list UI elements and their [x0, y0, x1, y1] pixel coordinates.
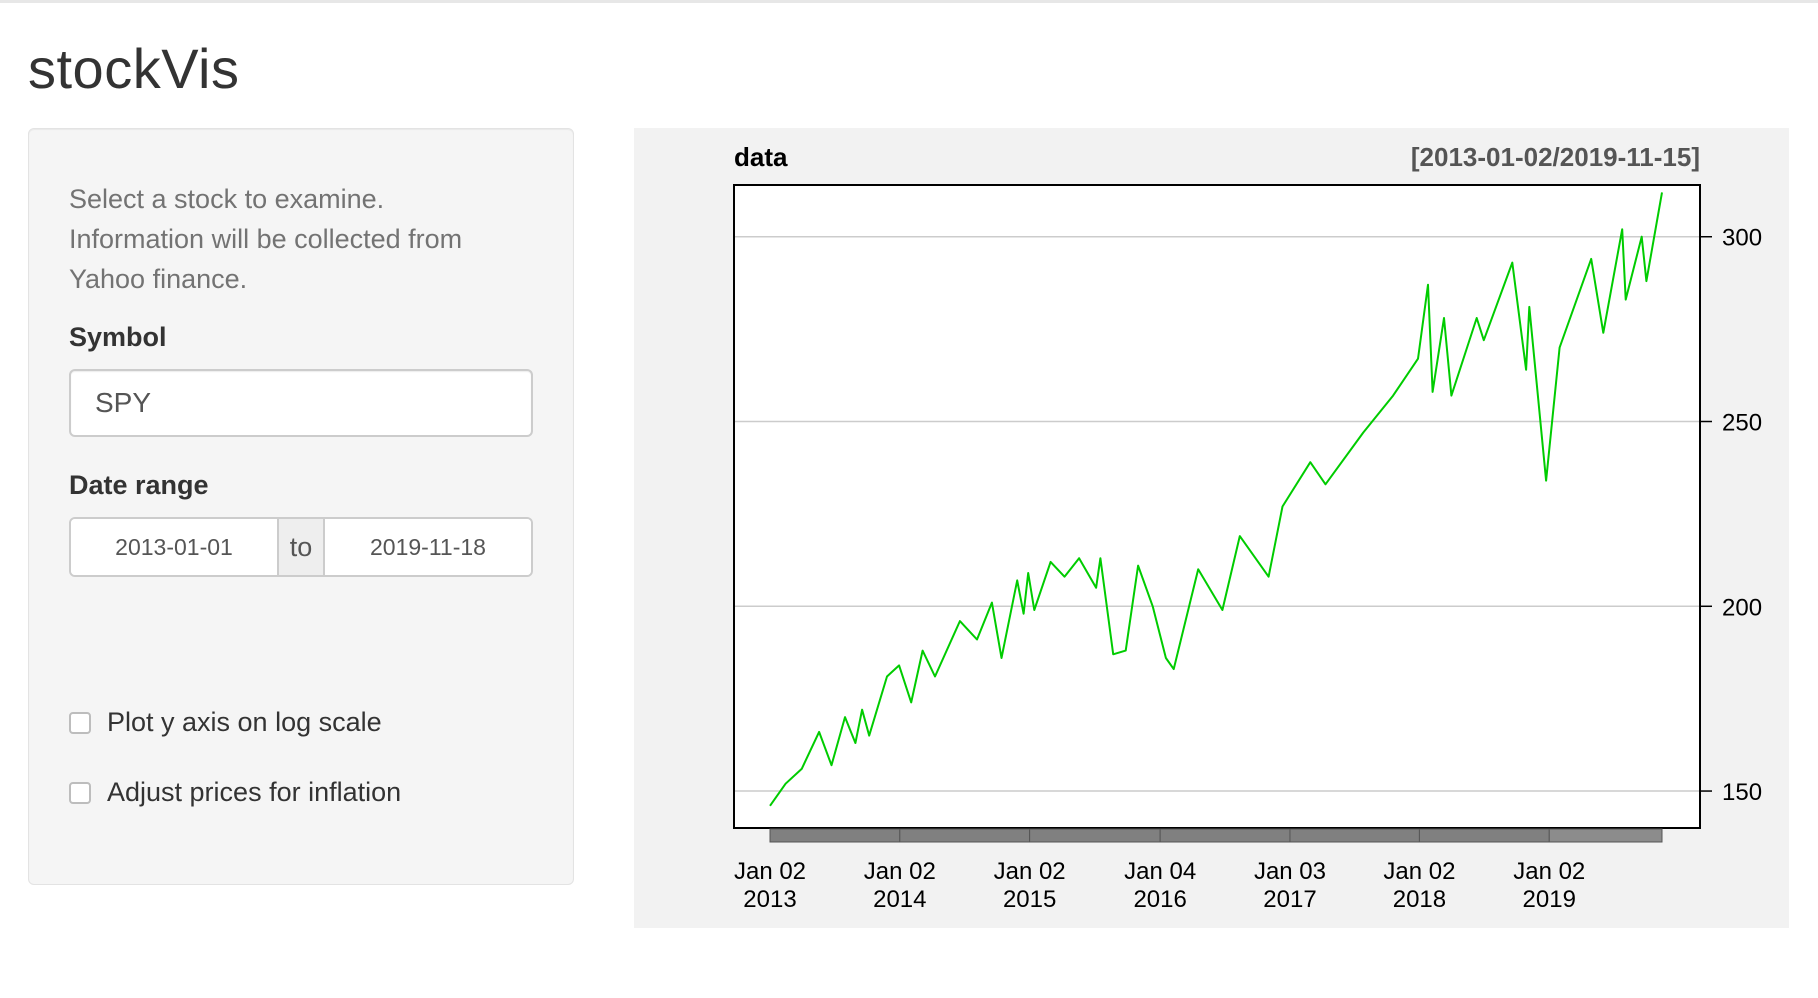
x-axis-segment [899, 828, 1031, 843]
x-axis-segment [1289, 828, 1420, 843]
y-tick-label: 250 [1722, 410, 1762, 437]
help-text: Select a stock to examine. Information w… [69, 179, 539, 299]
plot-panel: data [2013-01-02/2019-11-15] 150 200 250 300 J… [634, 128, 1789, 928]
date-range-separator: to [277, 519, 325, 575]
sidebar-panel: Select a stock to examine. Information w… [28, 128, 574, 885]
x-axis-segment [1029, 828, 1161, 843]
top-border [0, 0, 1818, 3]
help-line: Select a stock to examine. [69, 184, 385, 214]
x-tick-label: Jan 02 [1383, 858, 1455, 885]
log-scale-checkbox[interactable] [69, 711, 91, 734]
x-tick-year: 2018 [1393, 886, 1446, 913]
x-tick-label: Jan 04 [1124, 858, 1196, 885]
symbol-label: Symbol [69, 322, 167, 352]
y-tick-label: 300 [1722, 225, 1762, 252]
chart-date-range: [2013-01-02/2019-11-15] [1411, 142, 1700, 172]
date-range-input: to [69, 517, 533, 577]
x-tick-year: 2019 [1523, 886, 1576, 913]
y-tick-label: 150 [1722, 779, 1762, 806]
end-date-input[interactable] [325, 519, 531, 575]
x-tick-label: Jan 02 [994, 858, 1066, 885]
symbol-input[interactable] [69, 369, 533, 437]
price-series-line [769, 192, 1663, 807]
date-range-label: Date range [69, 470, 209, 500]
x-tick-year: 2016 [1133, 886, 1186, 913]
x-tick-year: 2015 [1003, 886, 1056, 913]
x-tick-year: 2017 [1263, 886, 1316, 913]
x-tick-year: 2013 [743, 886, 796, 913]
x-axis-segment [1159, 828, 1291, 843]
page-title: stockVis [28, 37, 240, 100]
x-tick-label: Jan 03 [1254, 858, 1326, 885]
plot-frame [733, 184, 1701, 829]
plot-area [734, 185, 1700, 828]
help-line: Yahoo finance. [69, 264, 248, 294]
x-tick-label: Jan 02 [1513, 858, 1585, 885]
y-tick-label: 200 [1722, 594, 1762, 621]
price-chart: data [2013-01-02/2019-11-15] 150 200 250 300 J… [733, 142, 1762, 913]
chart-title: data [734, 142, 788, 172]
x-tick-label: Jan 02 [864, 858, 936, 885]
x-axis-segment [1418, 828, 1550, 843]
x-tick-year: 2014 [873, 886, 926, 913]
log-scale-label: Plot y axis on log scale [107, 707, 382, 737]
x-axis-segment [1548, 828, 1663, 843]
start-date-input[interactable] [71, 519, 277, 575]
inflation-option[interactable]: Adjust prices for inflation [69, 777, 401, 808]
help-line: Information will be collected from [69, 224, 463, 254]
log-scale-option[interactable]: Plot y axis on log scale [69, 707, 382, 738]
inflation-label: Adjust prices for inflation [107, 777, 402, 807]
x-axis-segment [769, 828, 901, 843]
inflation-checkbox[interactable] [69, 781, 91, 804]
x-tick-label: Jan 02 [734, 858, 806, 885]
